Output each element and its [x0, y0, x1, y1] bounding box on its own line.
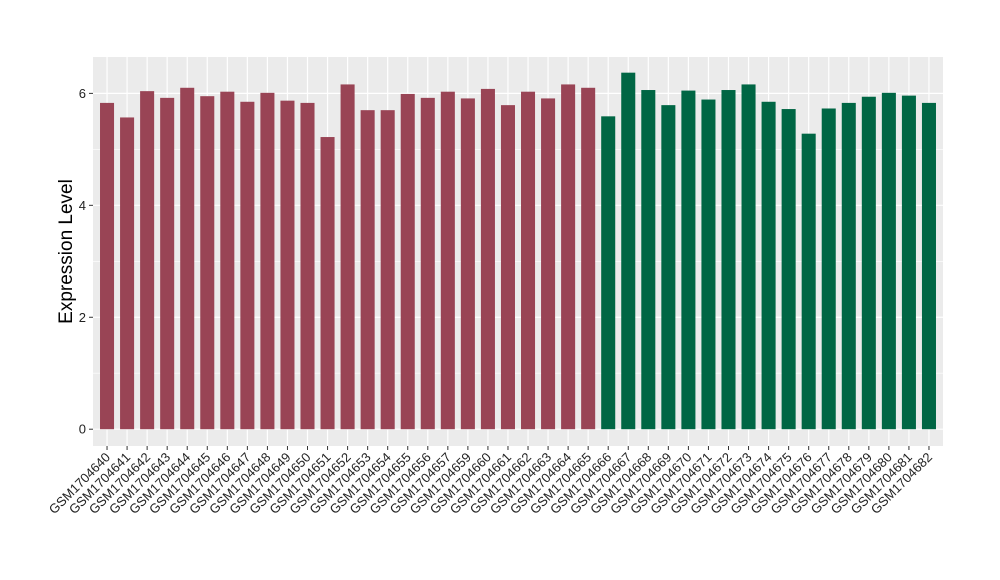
bar-GSM1704643: [160, 97, 175, 430]
bar-GSM1704647: [240, 101, 255, 430]
bar-GSM1704655: [400, 93, 415, 430]
bar-GSM1704653: [360, 110, 375, 430]
y-axis: 0 2 4 6: [79, 86, 93, 437]
bar-GSM1704646: [220, 91, 235, 430]
bars: [100, 72, 936, 430]
bar-GSM1704673: [741, 84, 756, 430]
bar-GSM1704662: [521, 91, 536, 430]
bar-GSM1704656: [420, 97, 435, 430]
bar-GSM1704667: [621, 72, 636, 430]
bar-GSM1704665: [581, 87, 596, 430]
bar-GSM1704674: [761, 101, 776, 430]
bar-GSM1704648: [260, 92, 275, 430]
bar-GSM1704651: [320, 137, 335, 430]
bar-GSM1704664: [561, 84, 576, 430]
bar-GSM1704661: [500, 105, 515, 430]
bar-GSM1704644: [180, 87, 195, 430]
y-tick-label: 4: [79, 198, 86, 213]
x-axis: GSM1704640GSM1704641GSM1704642GSM1704643…: [46, 446, 935, 517]
bar-GSM1704671: [701, 99, 716, 430]
bar-GSM1704681: [901, 95, 916, 430]
bar-GSM1704642: [140, 91, 155, 430]
bar-GSM1704682: [921, 102, 936, 430]
bar-GSM1704650: [300, 102, 315, 430]
bar-GSM1704679: [861, 96, 876, 430]
bar-GSM1704640: [100, 102, 115, 430]
bar-GSM1704672: [721, 90, 736, 430]
bar-GSM1704669: [661, 105, 676, 430]
bar-GSM1704652: [340, 84, 355, 430]
bar-GSM1704675: [781, 109, 796, 430]
bar-GSM1704670: [681, 90, 696, 430]
y-tick-label: 0: [79, 422, 86, 437]
bar-GSM1704663: [541, 98, 556, 430]
plot-panel: [93, 57, 943, 446]
bar-GSM1704649: [280, 100, 295, 430]
bar-GSM1704659: [460, 98, 475, 430]
bar-GSM1704676: [801, 133, 816, 430]
bar-GSM1704657: [440, 91, 455, 430]
bar-GSM1704645: [200, 96, 215, 430]
y-tick-label: 6: [79, 86, 86, 101]
bar-GSM1704660: [480, 88, 495, 430]
bar-GSM1704666: [601, 116, 616, 430]
bar-GSM1704654: [380, 110, 395, 430]
bar-GSM1704678: [841, 102, 856, 430]
bar-GSM1704668: [641, 90, 656, 430]
bar-GSM1704680: [881, 92, 896, 430]
bar-GSM1704641: [120, 117, 135, 430]
y-tick-label: 2: [79, 310, 86, 325]
bar-GSM1704677: [821, 108, 836, 430]
y-axis-title: Expression Level: [56, 179, 77, 324]
